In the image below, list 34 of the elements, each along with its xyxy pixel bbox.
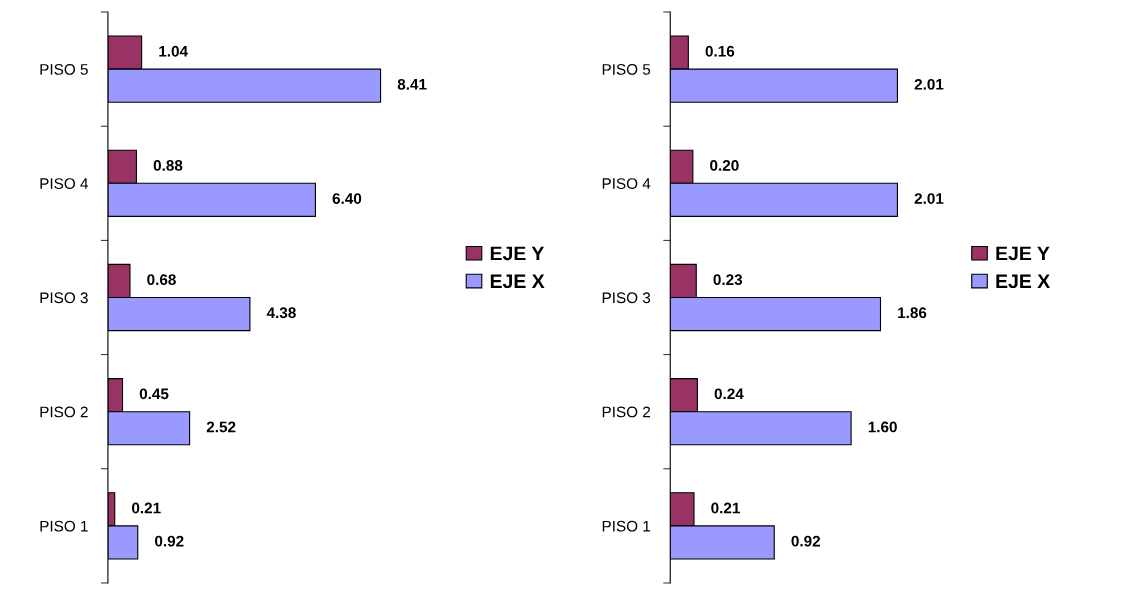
y-tick-label: PISO 5: [40, 63, 88, 75]
data-label: 1.60: [868, 421, 897, 433]
legend-label: EJE X: [996, 274, 1051, 289]
data-label: 0.21: [132, 502, 161, 514]
data-label: 0.92: [155, 535, 184, 547]
data-label: 0.92: [791, 535, 821, 547]
y-tick-label: PISO 2: [602, 406, 651, 418]
legend-label: EJE Y: [996, 246, 1050, 261]
data-label: 0.23: [713, 274, 743, 286]
y-tick-label: PISO 4: [602, 178, 651, 189]
data-label: 0.45: [139, 388, 169, 400]
data-label: 1.04: [159, 45, 188, 57]
data-label: 0.21: [711, 502, 740, 514]
data-label: 2.01: [914, 78, 944, 90]
legend-label: EJE X: [490, 274, 545, 289]
legend-label: EJE Y: [490, 246, 545, 261]
y-tick-label: PISO 3: [602, 292, 651, 304]
data-label: 1.86: [898, 307, 927, 319]
y-tick-label: PISO 5: [602, 63, 651, 75]
data-label: 0.68: [147, 274, 176, 286]
data-label: 0.24: [714, 388, 744, 400]
y-tick-label: PISO 4: [40, 178, 89, 189]
data-label: 8.41: [397, 78, 427, 90]
data-label: 6.40: [332, 193, 362, 204]
data-label: 2.52: [206, 421, 236, 433]
y-tick-label: PISO 3: [40, 292, 88, 304]
y-tick-label: PISO 1: [602, 520, 651, 532]
data-label: 2.01: [914, 193, 944, 204]
y-tick-label: PISO 2: [40, 406, 88, 418]
data-label: 4.38: [266, 307, 296, 319]
data-label: 0.16: [705, 45, 735, 57]
data-label: 0.88: [153, 160, 183, 171]
y-tick-label: PISO 1: [40, 520, 88, 532]
data-label: 0.20: [710, 160, 739, 171]
